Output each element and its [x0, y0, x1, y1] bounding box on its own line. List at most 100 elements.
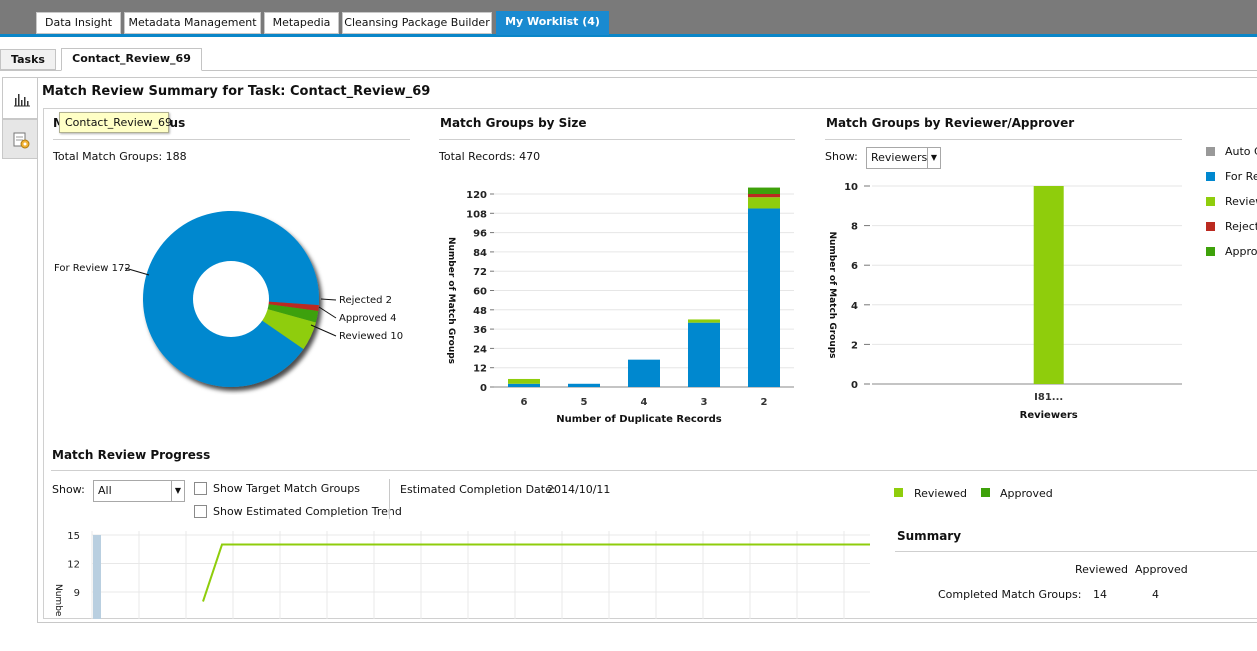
status-title-prefix: M [53, 116, 65, 130]
size-xtick-label: 5 [581, 397, 588, 408]
rev-ytick-label: 8 [851, 222, 858, 233]
tab-tooltip: Contact_Review_69 [59, 112, 172, 133]
summary-title: Summary [897, 529, 962, 543]
progress-ytick-label: 15 [67, 531, 80, 542]
progress-show-label: Show: [52, 483, 85, 496]
size-bar-for-review[interactable] [508, 383, 540, 387]
summary-col-approved: Approved [1135, 563, 1188, 576]
size-bar-chart: 0 12 24 36 48 60 72 84 96 108 120 6 5 4 3 2 Number of Du… [446, 187, 794, 425]
donut-label: Reviewed 10 [339, 331, 403, 342]
show-target-checkbox[interactable] [194, 482, 207, 495]
rev-xtick-label: I81... [1034, 392, 1063, 403]
size-bar-reviewed[interactable] [688, 319, 720, 323]
progress-legend-reviewed: Reviewed [914, 487, 967, 500]
size-ytick-label: 72 [473, 267, 487, 278]
reviewer-section-rule [825, 139, 1182, 140]
reviewer-show-value: Reviewers [871, 151, 928, 164]
donut-leader-line [310, 324, 337, 337]
size-bar-approved[interactable] [748, 187, 780, 194]
legend-swatch-for-review [1206, 172, 1215, 181]
tab-metapedia[interactable]: Metapedia [264, 12, 339, 34]
size-ytick-label: 36 [473, 325, 487, 336]
size-bar-reviewed[interactable] [748, 197, 780, 209]
size-xtick-label: 3 [701, 397, 708, 408]
size-bar-reviewed[interactable] [508, 378, 540, 384]
summary-rule [895, 551, 1257, 552]
est-completion-value: 2014/10/11 [547, 483, 611, 496]
tab-cleansing-package-builder[interactable]: Cleansing Package Builder [342, 12, 492, 34]
progress-line-chart: 15 12 9 Numbe [53, 531, 870, 619]
page-title: Match Review Summary for Task: Contact_R… [42, 84, 431, 99]
donut-leader-line [124, 267, 150, 276]
tab-metadata-management[interactable]: Metadata Management [124, 12, 261, 34]
task-tab-baseline [0, 70, 1257, 71]
donut-label: Approved 4 [339, 313, 397, 324]
legend-swatch-rejected [1206, 222, 1215, 231]
progress-ytick-label: 9 [74, 588, 80, 599]
progress-section-title: Match Review Progress [52, 448, 211, 462]
tab-tasks[interactable]: Tasks [0, 49, 56, 70]
size-bar-for-review[interactable] [628, 359, 660, 387]
size-y-axis-label: Number of Match Groups [446, 237, 456, 364]
size-ytick-label: 24 [473, 344, 487, 355]
progress-section-rule [51, 470, 1257, 471]
size-bar-rejected[interactable] [748, 194, 780, 198]
reviewer-bar-chart: 0 2 4 6 8 10 I81... Reviewers Number of Match Gr… [827, 182, 1182, 421]
legend-label-rejected: Rejecte [1225, 220, 1257, 233]
est-completion-label: Estimated Completion Date: [400, 483, 556, 496]
chevron-down-icon: ▼ [171, 481, 184, 501]
size-xtick-label: 4 [641, 397, 648, 408]
progress-show-select[interactable]: All ▼ [93, 480, 185, 502]
progress-separator [389, 479, 390, 519]
size-bar-for-review[interactable] [688, 322, 720, 387]
legend-label-reviewed: Review [1225, 195, 1257, 208]
status-donut-chart: For Review 172 Rejected 2 Approved 4 Review… [54, 210, 403, 387]
rev-y-axis-label: Number of Match Groups [827, 231, 837, 358]
legend-swatch-approved [1206, 247, 1215, 256]
chevron-down-icon: ▼ [927, 148, 940, 168]
summary-col-reviewed: Reviewed [1075, 563, 1128, 576]
progress-line-reviewed [202, 543, 870, 602]
size-ytick-label: 84 [473, 248, 487, 259]
rev-ytick-label: 4 [851, 301, 858, 312]
summary-approved-value: 4 [1152, 588, 1159, 601]
rev-ytick-label: 10 [844, 182, 858, 193]
tab-contact-review[interactable]: Contact_Review_69 [61, 48, 202, 71]
legend-swatch-auto [1206, 147, 1215, 156]
legend-label-for-review: For Re [1225, 170, 1257, 183]
summary-row-label: Completed Match Groups: [938, 588, 1082, 601]
size-ytick-label: 120 [466, 190, 487, 201]
size-ytick-label: 60 [473, 287, 487, 298]
progress-show-value: All [98, 484, 112, 497]
tab-my-worklist[interactable]: My Worklist (4) [496, 11, 609, 35]
size-bar-for-review[interactable] [748, 208, 780, 387]
size-section-rule [439, 139, 795, 140]
size-section-title: Match Groups by Size [440, 116, 587, 130]
settings-report-icon [13, 132, 30, 149]
progress-legend-approved: Approved [1000, 487, 1053, 500]
size-x-axis-label: Number of Duplicate Records [556, 414, 721, 425]
donut-leader-line [320, 298, 337, 301]
reviewer-show-select[interactable]: Reviewers ▼ [866, 147, 941, 169]
show-trend-checkbox[interactable] [194, 505, 207, 518]
tab-data-insight[interactable]: Data Insight [36, 12, 121, 34]
rev-x-axis-label: Reviewers [1020, 410, 1078, 421]
rev-ytick-label: 6 [851, 261, 858, 272]
size-bar-for-review[interactable] [568, 383, 600, 387]
progress-legend-swatch-approved [981, 488, 990, 497]
donut-label: Rejected 2 [339, 295, 392, 306]
total-records: Total Records: 470 [439, 150, 541, 163]
show-trend-label: Show Estimated Completion Trend [213, 505, 402, 518]
size-ytick-label: 0 [480, 383, 487, 394]
progress-ytick-label: 12 [67, 560, 80, 571]
settings-view-button[interactable] [2, 119, 38, 159]
rev-bar-reviewed[interactable] [1033, 186, 1064, 384]
rev-ytick-label: 0 [851, 380, 858, 391]
reviewer-section-title: Match Groups by Reviewer/Approver [826, 116, 1075, 130]
summary-view-button[interactable] [2, 77, 38, 119]
donut-hole [193, 261, 269, 337]
dashboard-panel [43, 108, 1257, 619]
reviewer-show-label: Show: [825, 150, 858, 163]
size-xtick-label: 2 [761, 397, 768, 408]
size-xtick-label: 6 [521, 397, 528, 408]
